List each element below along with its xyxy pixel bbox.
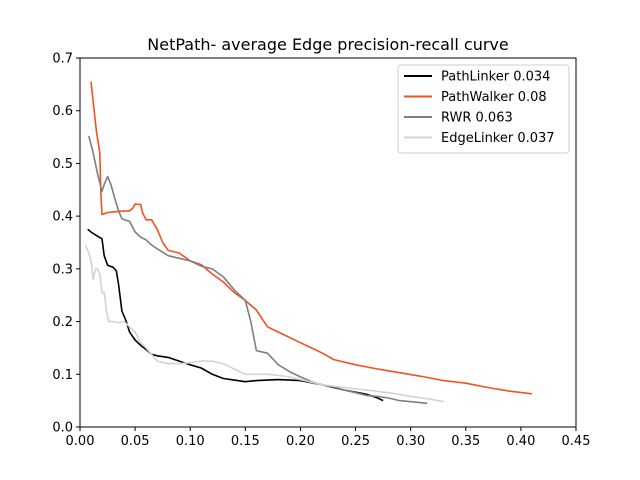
y-tick-label: 0.1 — [52, 368, 73, 383]
series-line-3 — [84, 244, 444, 403]
x-tick-label: 0.15 — [231, 434, 260, 449]
y-tick-label: 0.2 — [52, 315, 73, 330]
x-tick-label: 0.20 — [286, 434, 315, 449]
x-tick-label: 0.40 — [506, 434, 535, 449]
plot-frame — [79, 57, 577, 428]
x-tick-label: 0.45 — [562, 434, 591, 449]
legend-box — [397, 64, 570, 154]
series-line-2 — [88, 135, 428, 405]
legend: PathLinker 0.034 PathWalker 0.08 RWR 0.063… — [397, 64, 570, 154]
x-tick-label: 0.30 — [396, 434, 425, 449]
legend-label: PathWalker 0.08 — [441, 90, 547, 105]
x-tick-label: 0.10 — [176, 434, 205, 449]
x-tick-label: 0.00 — [66, 434, 95, 449]
legend-label: RWR 0.063 — [441, 111, 513, 126]
plot-lines — [84, 81, 532, 405]
y-tick-label: 0.7 — [52, 52, 73, 67]
y-tick-label: 0.5 — [52, 157, 73, 172]
y-tick-label: 0.0 — [52, 421, 73, 436]
series-line-1 — [90, 81, 532, 395]
y-tick-label: 0.4 — [52, 210, 73, 225]
x-tick-label: 0.05 — [121, 434, 150, 449]
legend-label: EdgeLinker 0.037 — [441, 131, 555, 146]
x-axis: 0.00 0.05 0.10 0.15 0.20 0.25 0.30 0.35 0.40 0.45 — [66, 427, 591, 449]
chart-title: NetPath- average Edge precision-recall c… — [147, 35, 508, 54]
x-tick-label: 0.25 — [341, 434, 370, 449]
y-axis: 0.0 0.1 0.2 0.3 0.4 0.5 0.6 0.7 — [52, 52, 80, 436]
legend-label: PathLinker 0.034 — [441, 70, 550, 85]
y-tick-label: 0.3 — [52, 262, 73, 277]
y-tick-label: 0.6 — [52, 104, 73, 119]
x-tick-label: 0.35 — [451, 434, 480, 449]
